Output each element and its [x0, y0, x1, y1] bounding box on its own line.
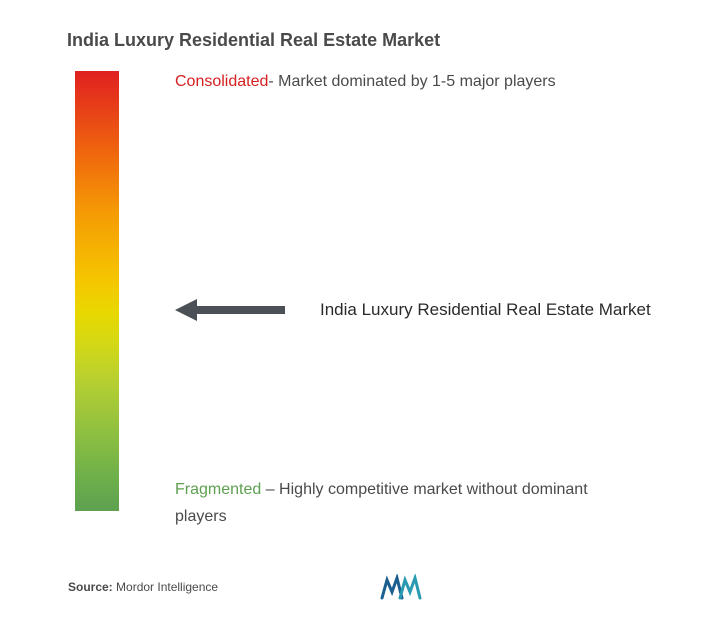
- consolidated-keyword: Consolidated: [175, 73, 268, 90]
- consolidated-description: - Market dominated by 1-5 major players: [268, 73, 555, 90]
- source-value: Mordor Intelligence: [113, 580, 218, 594]
- arrow-left-icon: [175, 295, 285, 325]
- market-position-label: India Luxury Residential Real Estate Mar…: [320, 300, 651, 320]
- source-attribution: Source: Mordor Intelligence: [68, 580, 218, 594]
- source-label: Source:: [68, 580, 113, 594]
- mordor-logo-icon: [380, 574, 422, 600]
- chart-title: India Luxury Residential Real Estate Mar…: [67, 30, 683, 51]
- concentration-gradient-bar: [75, 71, 119, 511]
- consolidated-annotation: Consolidated- Market dominated by 1-5 ma…: [175, 69, 556, 95]
- fragmented-annotation: Fragmented – Highly competitive market w…: [175, 476, 615, 530]
- chart-content: Consolidated- Market dominated by 1-5 ma…: [35, 71, 683, 511]
- market-position-indicator: India Luxury Residential Real Estate Mar…: [175, 295, 651, 325]
- fragmented-keyword: Fragmented: [175, 481, 261, 498]
